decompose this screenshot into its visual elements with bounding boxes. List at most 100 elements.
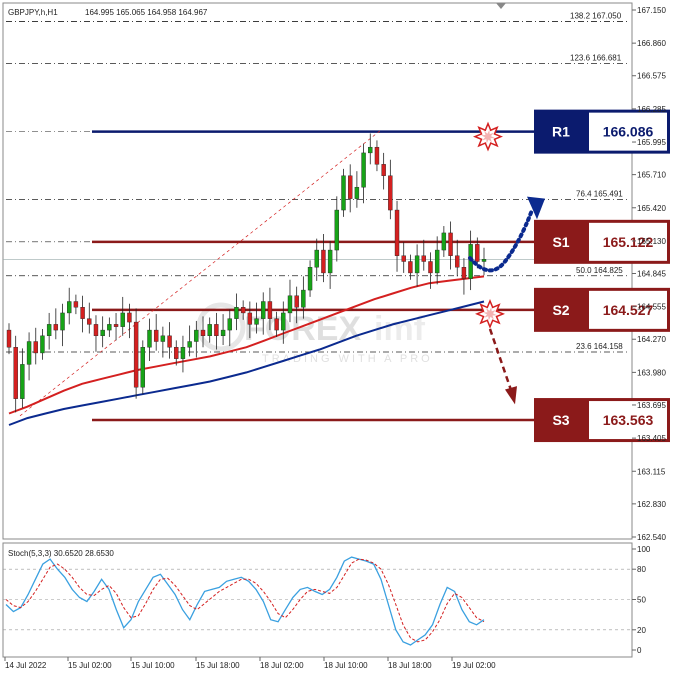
x-tick-label: 18 Jul 10:00	[324, 661, 368, 670]
candle-body	[261, 301, 266, 319]
price-axis: 167.150 166.860 166.575 166.285 165.995 165.7…	[632, 6, 666, 542]
y-tick-label: 165.420	[637, 204, 666, 213]
candle-body	[374, 146, 380, 165]
candle-body	[281, 312, 286, 331]
level-value: 165.122	[603, 234, 654, 250]
y-tick-label: 165.710	[637, 171, 666, 180]
candle-body	[147, 329, 152, 348]
support-burst-icon-core	[483, 307, 497, 321]
candle-body	[381, 164, 386, 176]
candle-body	[401, 255, 406, 262]
candle-body	[394, 209, 400, 256]
candle-body	[167, 335, 172, 348]
x-tick-label: 15 Jul 02:00	[68, 661, 112, 670]
resistance-burst-icon-core	[481, 129, 495, 144]
candle-body	[388, 175, 393, 211]
stoch-signal-line	[5, 558, 485, 643]
y-tick-label: 164.555	[637, 303, 666, 312]
candle-body	[67, 301, 72, 314]
level-box-r1: R1 166.086	[534, 109, 670, 154]
candle-body	[187, 341, 192, 348]
y-tick-label: 163.115	[637, 467, 666, 476]
candle-body	[133, 321, 139, 388]
candle-body	[46, 324, 52, 337]
level-name: S1	[552, 234, 569, 250]
watermark-tagline: TRADING WITH A PRO	[262, 353, 433, 365]
y-tick-label: 167.150	[637, 6, 666, 15]
fibonacci-trend-line	[19, 129, 382, 417]
fib-level-label: 138.2 167.050	[570, 11, 622, 20]
candle-body	[314, 249, 319, 268]
candle-body	[254, 318, 259, 325]
y-tick-label: 166.575	[637, 72, 666, 81]
y-tick-label: 165.995	[637, 138, 666, 147]
candle-body	[194, 329, 199, 342]
candle-body	[13, 347, 18, 399]
time-axis: 14 Jul 2022 15 Jul 02:00 15 Jul 10:00 15 Ju…	[4, 657, 496, 670]
candle-body	[20, 364, 25, 399]
level-value: 164.527	[603, 302, 654, 318]
candle-body	[247, 312, 253, 325]
price-panel	[2, 2, 633, 540]
candle-body	[475, 244, 480, 262]
candle-body	[127, 312, 132, 323]
x-tick-label: 14 Jul 2022	[5, 661, 47, 670]
up-arrowhead-icon	[527, 196, 545, 220]
y-tick-label: 163.405	[637, 434, 666, 443]
candle-body	[287, 295, 293, 314]
candle-body	[240, 307, 246, 314]
candle-body	[227, 318, 232, 331]
annotations	[468, 121, 545, 405]
stoch-tick-label: 50	[637, 596, 646, 605]
level-box-s3: S3 163.563	[534, 398, 670, 443]
candle-body	[267, 301, 273, 319]
moving-averages	[8, 129, 485, 426]
fib-level-label: 76.4 165.491	[576, 190, 623, 199]
level-value: 163.563	[603, 412, 654, 428]
sr-level-lines	[92, 130, 534, 422]
candle-body	[107, 324, 112, 331]
candle-body	[414, 255, 420, 274]
level-name: S3	[552, 412, 569, 428]
candle-body	[347, 175, 353, 199]
candle-body	[368, 146, 373, 154]
fib-level-label: 23.6 164.158	[576, 342, 623, 351]
candle-body	[354, 186, 360, 199]
level-box-s2: S2 164.527	[534, 287, 670, 332]
watermark-brand-suffix: imf	[374, 310, 426, 348]
candle-body	[441, 232, 447, 251]
candle-body	[26, 341, 32, 365]
candle-body	[448, 232, 453, 256]
stochastic-label: Stoch(5,3,3) 30.6520 28.6530	[8, 549, 114, 558]
candle-body	[274, 318, 279, 331]
stoch-tick-label: 80	[637, 565, 646, 574]
candle-body	[87, 318, 92, 325]
candle-body	[53, 324, 59, 331]
symbol-label: GBPJPY,h,H1	[8, 8, 58, 17]
candle-body	[180, 347, 186, 359]
candle-body	[33, 341, 38, 354]
stoch-tick-label: 100	[637, 545, 651, 554]
level-value-panel	[589, 290, 667, 329]
candle-body	[334, 209, 340, 251]
candle-body	[120, 312, 125, 327]
candle-body	[140, 347, 146, 388]
candle-body	[40, 335, 45, 354]
y-tick-label: 164.270	[637, 335, 666, 344]
stochastic-panel	[2, 542, 633, 658]
level-box-s1: S1 165.122	[534, 219, 670, 264]
stochastic-oscillator: Stoch(5,3,3) 30.6520 28.6530 100 80 50 20 0	[3, 545, 651, 655]
candle-body	[294, 295, 299, 308]
candle-body	[200, 329, 206, 337]
shift-marker-icon	[496, 3, 506, 9]
x-tick-label: 15 Jul 10:00	[131, 661, 175, 670]
candle-body	[6, 329, 12, 348]
candle-body	[361, 152, 366, 188]
candle-body	[321, 249, 326, 274]
candle-body	[214, 324, 219, 337]
stoch-tick-label: 20	[637, 626, 646, 635]
candle-body	[428, 261, 433, 274]
y-tick-label: 165.130	[637, 237, 666, 246]
